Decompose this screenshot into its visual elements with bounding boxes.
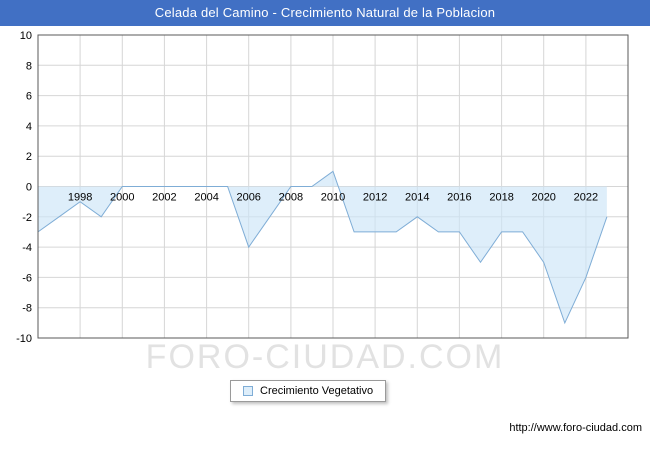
svg-text:4: 4 xyxy=(26,121,32,133)
svg-text:0: 0 xyxy=(26,182,32,194)
svg-text:2016: 2016 xyxy=(447,192,471,204)
svg-text:2022: 2022 xyxy=(574,192,598,204)
footer-url-link[interactable]: http://www.foro-ciudad.com xyxy=(509,422,642,434)
svg-text:2004: 2004 xyxy=(194,192,218,204)
svg-text:6: 6 xyxy=(26,91,32,103)
svg-text:10: 10 xyxy=(20,30,32,42)
legend-swatch-icon xyxy=(243,386,253,396)
svg-text:2000: 2000 xyxy=(110,192,134,204)
series-line xyxy=(37,170,608,325)
watermark: FORO-CIUDAD.COM xyxy=(145,338,505,376)
svg-text:2014: 2014 xyxy=(405,192,429,204)
svg-text:-8: -8 xyxy=(22,303,32,315)
svg-text:2002: 2002 xyxy=(152,192,176,204)
svg-text:1998: 1998 xyxy=(68,192,92,204)
svg-text:2: 2 xyxy=(26,151,32,163)
svg-text:-6: -6 xyxy=(22,272,32,284)
area-series xyxy=(38,171,607,323)
legend-label: Crecimiento Vegetativo xyxy=(260,385,374,397)
svg-text:2018: 2018 xyxy=(489,192,513,204)
svg-text:-2: -2 xyxy=(22,212,32,224)
header-bar: Celada del Camino - Crecimiento Natural … xyxy=(0,0,650,26)
svg-text:-4: -4 xyxy=(22,242,32,254)
svg-text:2008: 2008 xyxy=(279,192,303,204)
chart-title: Celada del Camino - Crecimiento Natural … xyxy=(154,5,496,20)
legend: Crecimiento Vegetativo xyxy=(230,380,387,402)
svg-text:2020: 2020 xyxy=(531,192,555,204)
svg-text:2012: 2012 xyxy=(363,192,387,204)
svg-text:2010: 2010 xyxy=(321,192,345,204)
svg-text:8: 8 xyxy=(26,60,32,72)
svg-text:2006: 2006 xyxy=(236,192,260,204)
svg-text:-10: -10 xyxy=(16,333,32,345)
